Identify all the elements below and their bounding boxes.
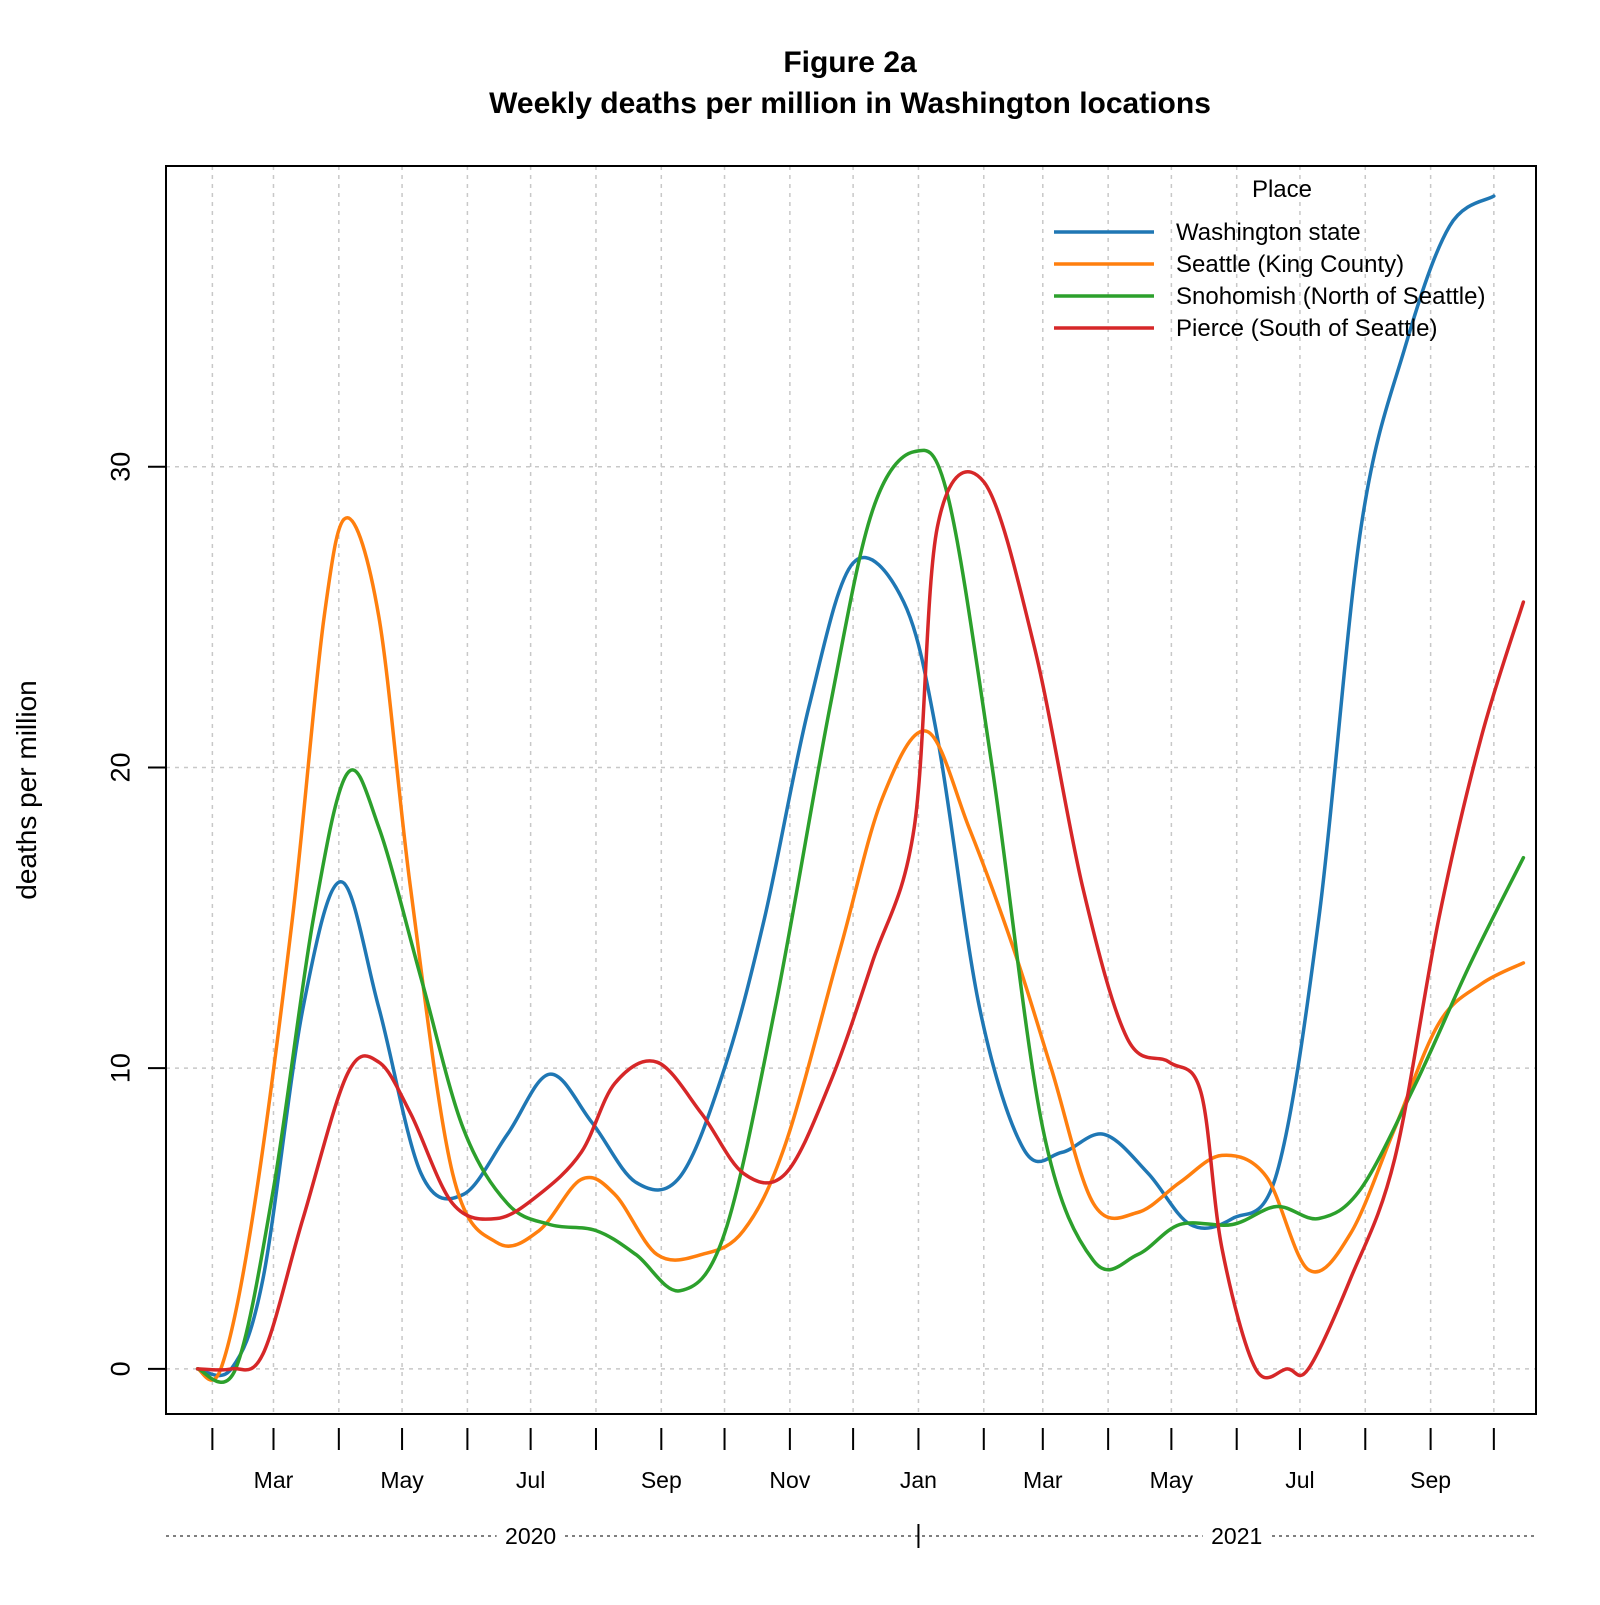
x-tick-label: Jul — [516, 1467, 545, 1493]
legend: Place Washington state Seattle (King Coun… — [1054, 176, 1485, 342]
x-tick-label: May — [380, 1467, 424, 1493]
x-tick-label: Sep — [641, 1467, 682, 1493]
legend-label-4: Pierce (South of Seattle) — [1176, 315, 1437, 342]
x-tick-label: Mar — [254, 1467, 294, 1493]
y-tick-label: 10 — [105, 1053, 135, 1083]
y-tick-label: 30 — [105, 452, 135, 482]
x-tick-label: Mar — [1023, 1467, 1063, 1493]
series-line-4 — [195, 470, 1526, 1380]
year-label-bg — [1202, 1522, 1271, 1548]
legend-label-3: Snohomish (North of Seattle) — [1176, 283, 1485, 310]
legend-label-1: Washington state — [1176, 219, 1361, 246]
legend-title: Place — [1252, 176, 1312, 203]
year-label-bg — [496, 1522, 565, 1548]
series-layer — [195, 194, 1526, 1384]
year-label: 2020 — [505, 1523, 556, 1549]
y-axis: 0 10 20 30 — [105, 452, 166, 1376]
plot-frame — [165, 165, 1537, 1415]
year-label: 2021 — [1211, 1523, 1262, 1549]
series-line-3 — [195, 448, 1526, 1384]
legend-label-2: Seattle (King County) — [1176, 251, 1404, 278]
x-tick-label: Jan — [900, 1467, 937, 1493]
series-line-1 — [195, 194, 1496, 1378]
x-tick-label: Jul — [1285, 1467, 1314, 1493]
x-tick-label: Nov — [769, 1467, 810, 1493]
y-tick-label: 0 — [105, 1361, 135, 1376]
chart-title: Figure 2a — [783, 46, 917, 79]
chart-subtitle: Weekly deaths per million in Washington … — [489, 87, 1211, 120]
series-line-2 — [195, 516, 1526, 1382]
x-tick-label: Sep — [1410, 1467, 1451, 1493]
y-axis-label: deaths per million — [11, 680, 42, 899]
y-tick-label: 20 — [105, 752, 135, 782]
x-axis: Mar May Jul Sep Nov Jan Mar May Jul Sep 2020 2021 — [166, 1428, 1536, 1549]
x-tick-label: May — [1150, 1467, 1194, 1493]
grid-layer — [166, 166, 1536, 1414]
